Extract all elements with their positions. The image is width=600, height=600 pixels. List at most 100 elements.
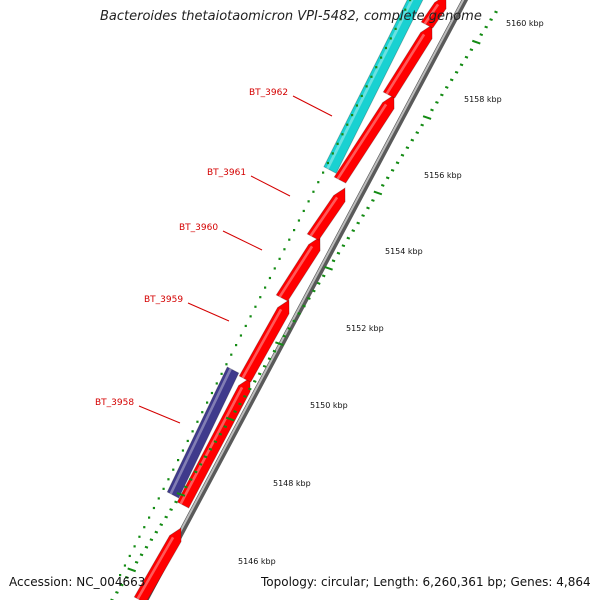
minor-tick xyxy=(380,183,385,187)
accession-text: Accession: NC_004663 xyxy=(9,575,146,589)
feature-track-dot xyxy=(172,468,175,471)
feature-track-dot xyxy=(317,181,320,184)
feature-track-dot xyxy=(191,430,194,433)
minor-tick xyxy=(307,296,311,300)
minor-tick xyxy=(464,55,469,59)
minor-tick xyxy=(174,500,178,504)
minor-tick xyxy=(321,274,326,278)
gene-label-bt3959[interactable]: BT_3959 xyxy=(144,295,230,322)
feature-track-dot xyxy=(370,75,373,78)
cds-bt3964[interactable] xyxy=(420,0,447,29)
cds-bt3958-red[interactable] xyxy=(176,377,251,509)
feature-track-dot xyxy=(404,8,407,11)
cds-bt3961[interactable] xyxy=(306,187,346,241)
minor-tick xyxy=(124,575,129,579)
minor-tick xyxy=(292,319,296,323)
minor-tick xyxy=(193,470,198,474)
minor-tick xyxy=(395,161,400,165)
feature-track-dot xyxy=(399,18,402,21)
minor-tick xyxy=(233,410,237,414)
minor-tick xyxy=(198,462,203,466)
gene-label-bt3958[interactable]: BT_3958 xyxy=(95,398,181,424)
minor-tick xyxy=(469,48,474,52)
tick-label-5148: 5148 kbp xyxy=(273,479,311,488)
gene-label-bt3960[interactable]: BT_3960 xyxy=(179,223,263,251)
minor-tick xyxy=(223,425,228,429)
minor-tick xyxy=(361,214,365,218)
gene-label-bt3960-text: BT_3960 xyxy=(179,223,218,233)
feature-track-dot xyxy=(360,94,363,98)
feature-track-dot xyxy=(341,133,344,136)
feature-track-dot xyxy=(206,401,209,404)
minor-tick xyxy=(400,153,405,157)
cds-bt3963[interactable] xyxy=(382,24,433,99)
minor-tick xyxy=(184,485,188,489)
minor-tick xyxy=(302,304,306,308)
major-tick xyxy=(127,567,137,573)
major-tick xyxy=(176,492,186,497)
feature-track-dot xyxy=(239,334,243,337)
cds-bt3956[interactable] xyxy=(133,527,182,600)
minor-tick xyxy=(248,387,252,391)
minor-tick xyxy=(351,229,356,233)
major-tick xyxy=(422,115,432,120)
feature-track-dot xyxy=(181,449,185,452)
minor-tick xyxy=(262,364,267,368)
minor-tick xyxy=(164,515,168,519)
feature-track-dot xyxy=(186,439,189,443)
minor-tick xyxy=(203,455,208,459)
minor-tick xyxy=(385,176,390,180)
feature-track-dot xyxy=(148,516,151,519)
minor-tick xyxy=(218,432,223,436)
feature-track-dot xyxy=(375,66,378,69)
feature-track-dot xyxy=(157,497,160,500)
cds-bt3959[interactable] xyxy=(238,299,290,383)
tick-label-5154: 5154 kbp xyxy=(385,247,423,256)
genome-summary-text: Topology: circular; Length: 6,260,361 bp… xyxy=(261,575,591,589)
cds-bt3960[interactable] xyxy=(275,236,321,302)
minor-tick xyxy=(213,440,218,444)
feature-track-dot xyxy=(249,315,252,318)
gene-label-bt3961[interactable]: BT_3961 xyxy=(207,168,291,197)
minor-tick xyxy=(257,372,262,376)
feature-track-dot xyxy=(244,324,247,328)
minor-tick xyxy=(282,334,287,338)
feature-track-dot xyxy=(288,238,291,241)
minor-tick xyxy=(356,221,360,225)
feature-track-dot xyxy=(283,248,286,251)
minor-tick xyxy=(405,146,410,150)
major-tick xyxy=(225,416,235,422)
minor-tick xyxy=(341,244,346,248)
cds-bt3962-cyan[interactable] xyxy=(323,0,426,174)
minor-tick xyxy=(331,259,336,263)
minor-tick xyxy=(410,138,415,142)
feature-track-dot xyxy=(235,344,238,347)
feature-track-dot xyxy=(167,478,170,481)
minor-tick xyxy=(139,553,144,557)
minor-tick xyxy=(479,33,484,37)
minor-tick xyxy=(267,357,272,361)
minor-tick xyxy=(287,327,292,331)
minor-tick xyxy=(430,108,434,112)
feature-track-dot xyxy=(210,391,214,395)
minor-tick xyxy=(134,560,139,564)
gene-label-bt3962[interactable]: BT_3962 xyxy=(249,88,333,117)
scale-ruler xyxy=(110,0,498,600)
cds-bt3958-purple[interactable] xyxy=(166,366,240,499)
minor-tick xyxy=(272,349,277,353)
feature-track-dot xyxy=(384,46,388,50)
tick-label-5152: 5152 kbp xyxy=(346,324,384,333)
minor-tick xyxy=(440,93,444,97)
minor-tick xyxy=(188,477,193,481)
feature-track-dot xyxy=(312,190,315,193)
cds-bt3962-red[interactable] xyxy=(333,94,395,184)
minor-tick xyxy=(494,10,498,14)
feature-track-dot xyxy=(302,209,305,213)
feature-track-dot xyxy=(355,104,359,107)
minor-tick xyxy=(415,131,420,135)
feature-track-dot xyxy=(225,363,228,366)
tick-label-5158: 5158 kbp xyxy=(464,95,502,104)
major-tick xyxy=(324,265,333,271)
minor-tick xyxy=(159,523,164,527)
